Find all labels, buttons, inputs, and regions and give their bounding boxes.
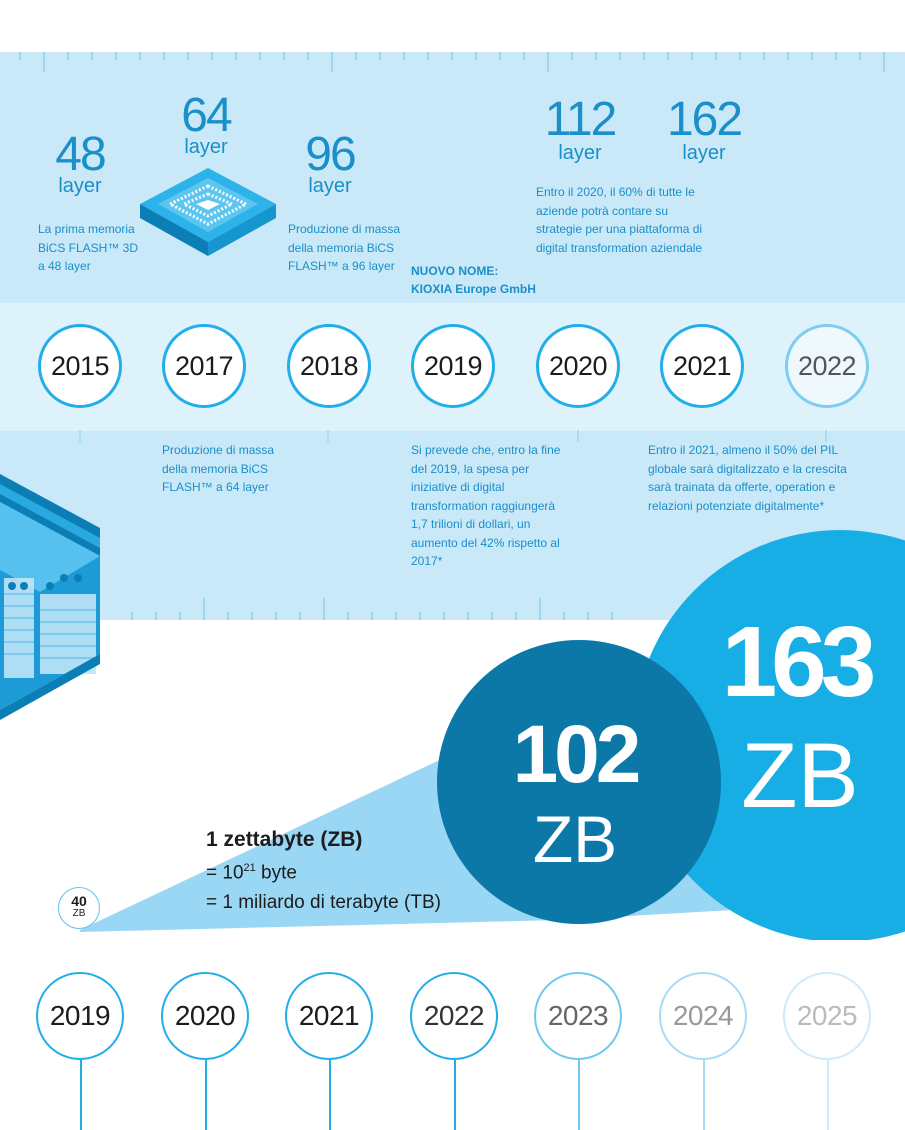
server-illustration-icon <box>0 474 100 720</box>
timeline-year-2019: 2019 <box>411 324 495 408</box>
milestone-162-unit: layer <box>682 142 726 164</box>
zettabyte-title: 1 zettabyte (ZB) <box>206 828 363 851</box>
note-pil-2021: Entro il 2021, almeno il 50% del PIL glo… <box>648 443 847 513</box>
bottom-stem-2019 <box>80 1060 82 1130</box>
timeline-year-2020: 2020 <box>536 324 620 408</box>
note-dt-2019: Si prevede che, entro la fine del 2019, … <box>411 443 561 568</box>
note-new-name-title: NUOVO NOME: <box>411 264 499 278</box>
milestone-64-unit: layer <box>184 136 228 158</box>
milestone-96-unit: layer <box>308 175 352 197</box>
timeline-year-2022: 2022 <box>785 324 869 408</box>
bottom-stem-2022 <box>454 1060 456 1130</box>
zettabyte-def-1-suffix: byte <box>255 862 297 884</box>
zb-40-unit: ZB <box>72 908 86 919</box>
note-mass-96: Produzione di massa della memoria BiCS F… <box>288 222 401 273</box>
milestone-48-unit: layer <box>58 175 102 197</box>
timeline-year-2021: 2021 <box>660 324 744 408</box>
note-new-name-company: KIOXIA Europe GmbH <box>411 282 536 296</box>
timeline-year-2015: 2015 <box>38 324 122 408</box>
milestone-64-number: 64 <box>181 89 232 142</box>
bottom-year-2022: 2022 <box>410 972 498 1060</box>
zb-40-value: 40 <box>71 893 87 909</box>
zb-102-value: 102 <box>512 709 642 800</box>
zettabyte-def-1-exp: 21 <box>243 862 256 874</box>
note-dt-2020: Entro il 2020, il 60% di tutte le aziend… <box>536 185 703 255</box>
milestone-48-number: 48 <box>55 128 106 181</box>
bottom-stem-2025 <box>827 1060 829 1130</box>
bottom-stem-2024 <box>703 1060 705 1130</box>
zb-163-unit: ZB <box>741 725 859 827</box>
timeline-connectors <box>79 430 827 442</box>
note-first-bics: La prima memoria BiCS FLASH™ 3D a 48 lay… <box>38 222 139 273</box>
milestone-112-unit: layer <box>558 142 602 164</box>
zb-40-badge: 40 ZB <box>58 887 100 929</box>
bottom-year-2021: 2021 <box>285 972 373 1060</box>
milestone-162-number: 162 <box>666 93 743 146</box>
bottom-stem-2020 <box>205 1060 207 1130</box>
memory-chip-icon <box>140 168 276 256</box>
bottom-year-2024: 2024 <box>659 972 747 1060</box>
bottom-year-2023: 2023 <box>534 972 622 1060</box>
bottom-year-2019: 2019 <box>36 972 124 1060</box>
zettabyte-def-1-prefix: = 10 <box>206 862 244 884</box>
bottom-stem-2021 <box>329 1060 331 1130</box>
timeline-year-2017: 2017 <box>162 324 246 408</box>
milestone-112-number: 112 <box>544 93 618 146</box>
zettabyte-def-2: = 1 miliardo di terabyte (TB) <box>206 892 441 913</box>
timeline-year-2018: 2018 <box>287 324 371 408</box>
bottom-year-2020: 2020 <box>161 972 249 1060</box>
bottom-stem-2023 <box>578 1060 580 1130</box>
top-ruler <box>19 52 885 72</box>
growth-graphic <box>80 530 905 940</box>
bottom-year-2025: 2025 <box>783 972 871 1060</box>
zettabyte-def-1: = 1021 byte <box>206 862 297 884</box>
note-mass-64: Produzione di massa della memoria BiCS F… <box>162 443 275 494</box>
zb-163-value: 163 <box>721 606 877 718</box>
zb-102-unit: ZB <box>532 802 618 876</box>
milestone-96-number: 96 <box>305 128 356 181</box>
bottom-ruler <box>131 598 613 620</box>
